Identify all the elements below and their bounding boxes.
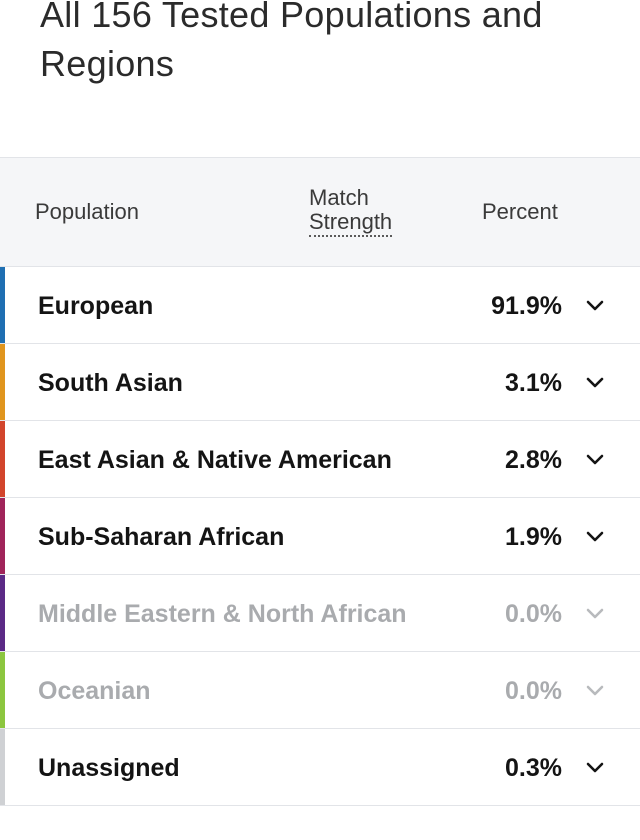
population-color-swatch	[0, 498, 5, 574]
population-color-swatch	[0, 575, 5, 651]
population-row[interactable]: Unassigned 0.3%	[0, 729, 640, 806]
population-percent: 2.8%	[505, 446, 562, 474]
table-header: Population Match Strength Percent	[0, 157, 640, 267]
population-color-swatch	[0, 729, 5, 805]
population-percent: 91.9%	[491, 292, 562, 320]
page-title: All 156 Tested Populations and Regions	[40, 0, 543, 84]
population-color-swatch	[0, 652, 5, 728]
population-percent: 1.9%	[505, 523, 562, 551]
column-header-match-strength[interactable]: Match Strength	[309, 185, 393, 237]
population-color-swatch	[0, 267, 5, 343]
match-strength-line1: Match	[309, 185, 369, 210]
population-name: East Asian & Native American	[38, 446, 392, 474]
column-header-population: Population	[35, 199, 139, 224]
population-row[interactable]: Sub-Saharan African 1.9%	[0, 498, 640, 575]
population-percent: 3.1%	[505, 369, 562, 397]
population-percent: 0.0%	[505, 600, 562, 628]
column-header-percent: Percent	[482, 199, 558, 224]
population-row[interactable]: Oceanian 0.0%	[0, 652, 640, 729]
population-row[interactable]: South Asian 3.1%	[0, 344, 640, 421]
population-percent: 0.3%	[505, 754, 562, 782]
match-strength-tooltip-link[interactable]: Strength	[309, 209, 393, 237]
population-name: Middle Eastern & North African	[38, 600, 407, 628]
population-row[interactable]: East Asian & Native American 2.8%	[0, 421, 640, 498]
population-row[interactable]: European 91.9%	[0, 267, 640, 344]
population-color-swatch	[0, 421, 5, 497]
population-row[interactable]: Middle Eastern & North African 0.0%	[0, 575, 640, 652]
population-percent: 0.0%	[505, 677, 562, 705]
population-name: Sub-Saharan African	[38, 523, 285, 551]
population-name: European	[38, 292, 154, 320]
population-name: Unassigned	[38, 754, 180, 782]
population-color-swatch	[0, 344, 5, 420]
population-list: European 91.9% South Asian 3.1% East Asian &…	[0, 267, 640, 806]
population-name: South Asian	[38, 369, 183, 397]
population-name: Oceanian	[38, 677, 151, 705]
